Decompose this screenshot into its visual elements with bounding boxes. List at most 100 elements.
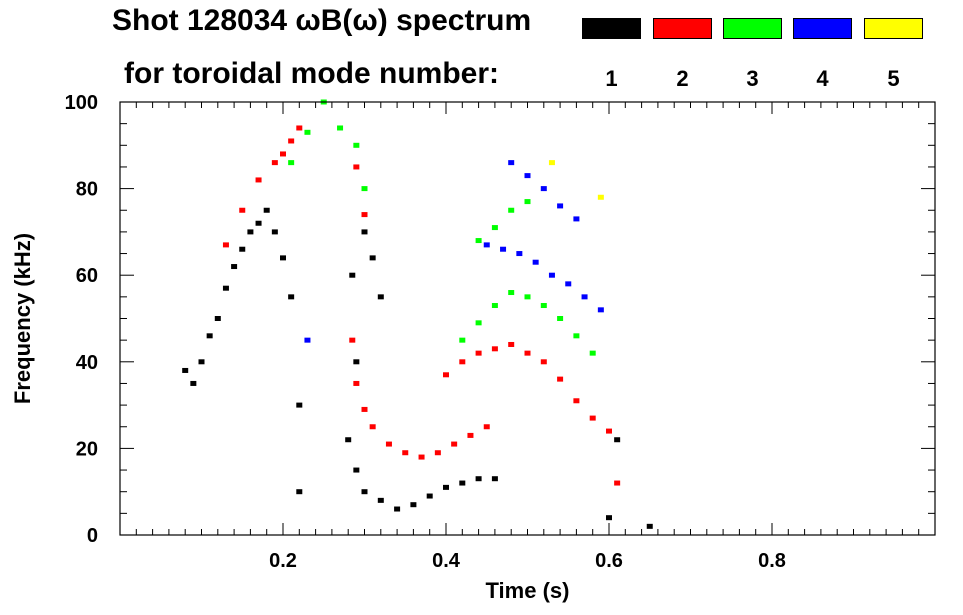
data-point [296, 125, 303, 131]
data-point [369, 424, 376, 430]
data-point [345, 437, 352, 443]
legend-swatch-4 [793, 18, 852, 39]
series-mode-1 [182, 207, 653, 529]
data-point [589, 350, 596, 356]
data-point [239, 207, 246, 213]
data-point [491, 303, 498, 309]
data-point [475, 320, 482, 326]
data-point [540, 359, 547, 365]
data-point [540, 186, 547, 192]
chart-marks [182, 99, 653, 529]
data-point [459, 480, 466, 486]
legend-swatch-2 [653, 18, 712, 39]
data-point [508, 207, 515, 213]
data-point [361, 186, 368, 192]
data-point [353, 359, 360, 365]
data-point [337, 125, 344, 131]
data-point [255, 177, 262, 183]
data-point [271, 160, 278, 166]
y-tick-label: 40 [76, 352, 98, 374]
data-point [614, 480, 621, 486]
data-point [573, 216, 580, 222]
data-point [353, 467, 360, 473]
data-point [198, 359, 205, 365]
data-point [540, 303, 547, 309]
data-point [508, 160, 515, 166]
y-axis-label: Frequency (kHz) [10, 233, 35, 404]
series-mode-3 [288, 99, 596, 356]
data-point [353, 142, 360, 148]
series-mode-5 [548, 160, 604, 200]
legend-label-1: 1 [605, 66, 618, 91]
data-point [459, 337, 466, 343]
data-point [231, 264, 238, 270]
data-point [573, 333, 580, 339]
data-point [475, 238, 482, 244]
data-point [288, 160, 295, 166]
data-point [573, 398, 580, 404]
data-point [557, 316, 564, 321]
data-point [377, 294, 384, 300]
data-point [467, 432, 474, 438]
data-point [483, 242, 490, 248]
data-point [206, 333, 213, 339]
data-point [239, 246, 246, 252]
data-point [475, 476, 482, 482]
data-point [557, 203, 564, 209]
data-point [434, 450, 441, 456]
x-tick-label: 0.4 [432, 550, 461, 572]
data-point [361, 406, 368, 412]
data-point [385, 441, 392, 447]
data-point [296, 402, 303, 408]
data-point [606, 428, 612, 434]
x-tick-label: 0.8 [758, 550, 786, 572]
legend-swatch-3 [723, 18, 782, 39]
legend-swatch-5 [864, 18, 923, 39]
data-point [516, 251, 523, 257]
data-point [304, 337, 311, 343]
data-point [491, 225, 498, 231]
data-point [597, 194, 604, 200]
data-point [597, 307, 604, 313]
legend-label-5: 5 [887, 66, 900, 91]
data-point [581, 294, 588, 300]
data-point [426, 493, 433, 499]
plot-frame [119, 101, 936, 536]
data-point [288, 294, 295, 300]
data-point [369, 255, 376, 261]
data-point [361, 212, 368, 218]
data-point [410, 502, 417, 508]
data-point [443, 484, 449, 490]
data-point [646, 523, 653, 529]
data-point [361, 229, 368, 235]
y-tick-label: 60 [76, 265, 98, 287]
data-point [459, 359, 466, 365]
data-point [182, 367, 189, 373]
legend-label-4: 4 [816, 66, 829, 91]
data-point [557, 376, 564, 382]
data-point [353, 380, 360, 386]
data-point [524, 173, 531, 179]
data-point [443, 372, 449, 378]
data-point [614, 437, 621, 443]
y-tick-label: 80 [76, 179, 98, 201]
data-point [353, 164, 360, 170]
data-point [524, 294, 531, 300]
legend-label-3: 3 [746, 66, 759, 91]
data-point [222, 242, 229, 248]
data-point [524, 350, 531, 356]
y-tick-label: 100 [65, 92, 98, 114]
y-tick-label: 20 [76, 438, 98, 460]
chart-subtitle: for toroidal mode number: [124, 57, 499, 90]
data-point [451, 441, 458, 447]
data-point [475, 350, 482, 356]
x-axis-label: Time (s) [486, 578, 570, 603]
data-point [288, 138, 295, 144]
data-point [524, 199, 531, 205]
axis-ticks: 0.2 0.4 0.6 0.8 0 20 40 60 80 100 [65, 92, 935, 572]
data-point [214, 316, 221, 321]
data-point [402, 450, 409, 456]
data-point [255, 220, 262, 226]
data-point [271, 229, 278, 235]
